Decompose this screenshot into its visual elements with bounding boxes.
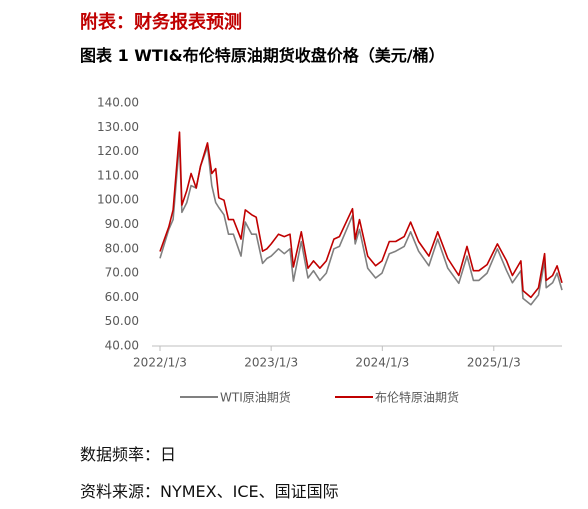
y-tick-label: 70.00 <box>105 266 139 280</box>
y-tick-label: 110.00 <box>97 168 139 182</box>
y-tick-label: 130.00 <box>97 120 139 134</box>
series-line <box>159 131 563 299</box>
y-tick-label: 60.00 <box>105 290 139 304</box>
y-tick-label: 90.00 <box>105 217 139 231</box>
y-tick-label: 120.00 <box>97 144 139 158</box>
x-tick-label: 2022/1/3 <box>133 356 187 370</box>
legend-label: 布伦特原油期货 <box>375 390 459 405</box>
y-tick-label: 80.00 <box>105 241 139 255</box>
legend-label: WTI原油期货 <box>220 390 291 405</box>
chart: 40.00 50.00 60.00 70.00 80.00 90.00 100.00 110.… <box>97 96 563 405</box>
series-line <box>159 141 563 306</box>
y-tick-label: 50.00 <box>105 314 139 328</box>
x-tick-label: 2024/1/3 <box>355 356 409 370</box>
y-tick-label: 40.00 <box>105 339 139 353</box>
x-tick-label: 2023/1/3 <box>244 356 298 370</box>
source: 资料来源：NYMEX、ICE、国证国际 <box>80 482 339 501</box>
chart-title: 图表 1 WTI&布伦特原油期货收盘价格（美元/桶） <box>80 46 445 65</box>
y-tick-label: 140.00 <box>97 96 139 110</box>
y-tick-label: 100.00 <box>97 193 139 207</box>
section-title: 附表：财务报表预测 <box>80 12 242 33</box>
note: 数据频率：日 <box>80 445 177 464</box>
x-tick-label: 2025/1/3 <box>467 356 521 370</box>
